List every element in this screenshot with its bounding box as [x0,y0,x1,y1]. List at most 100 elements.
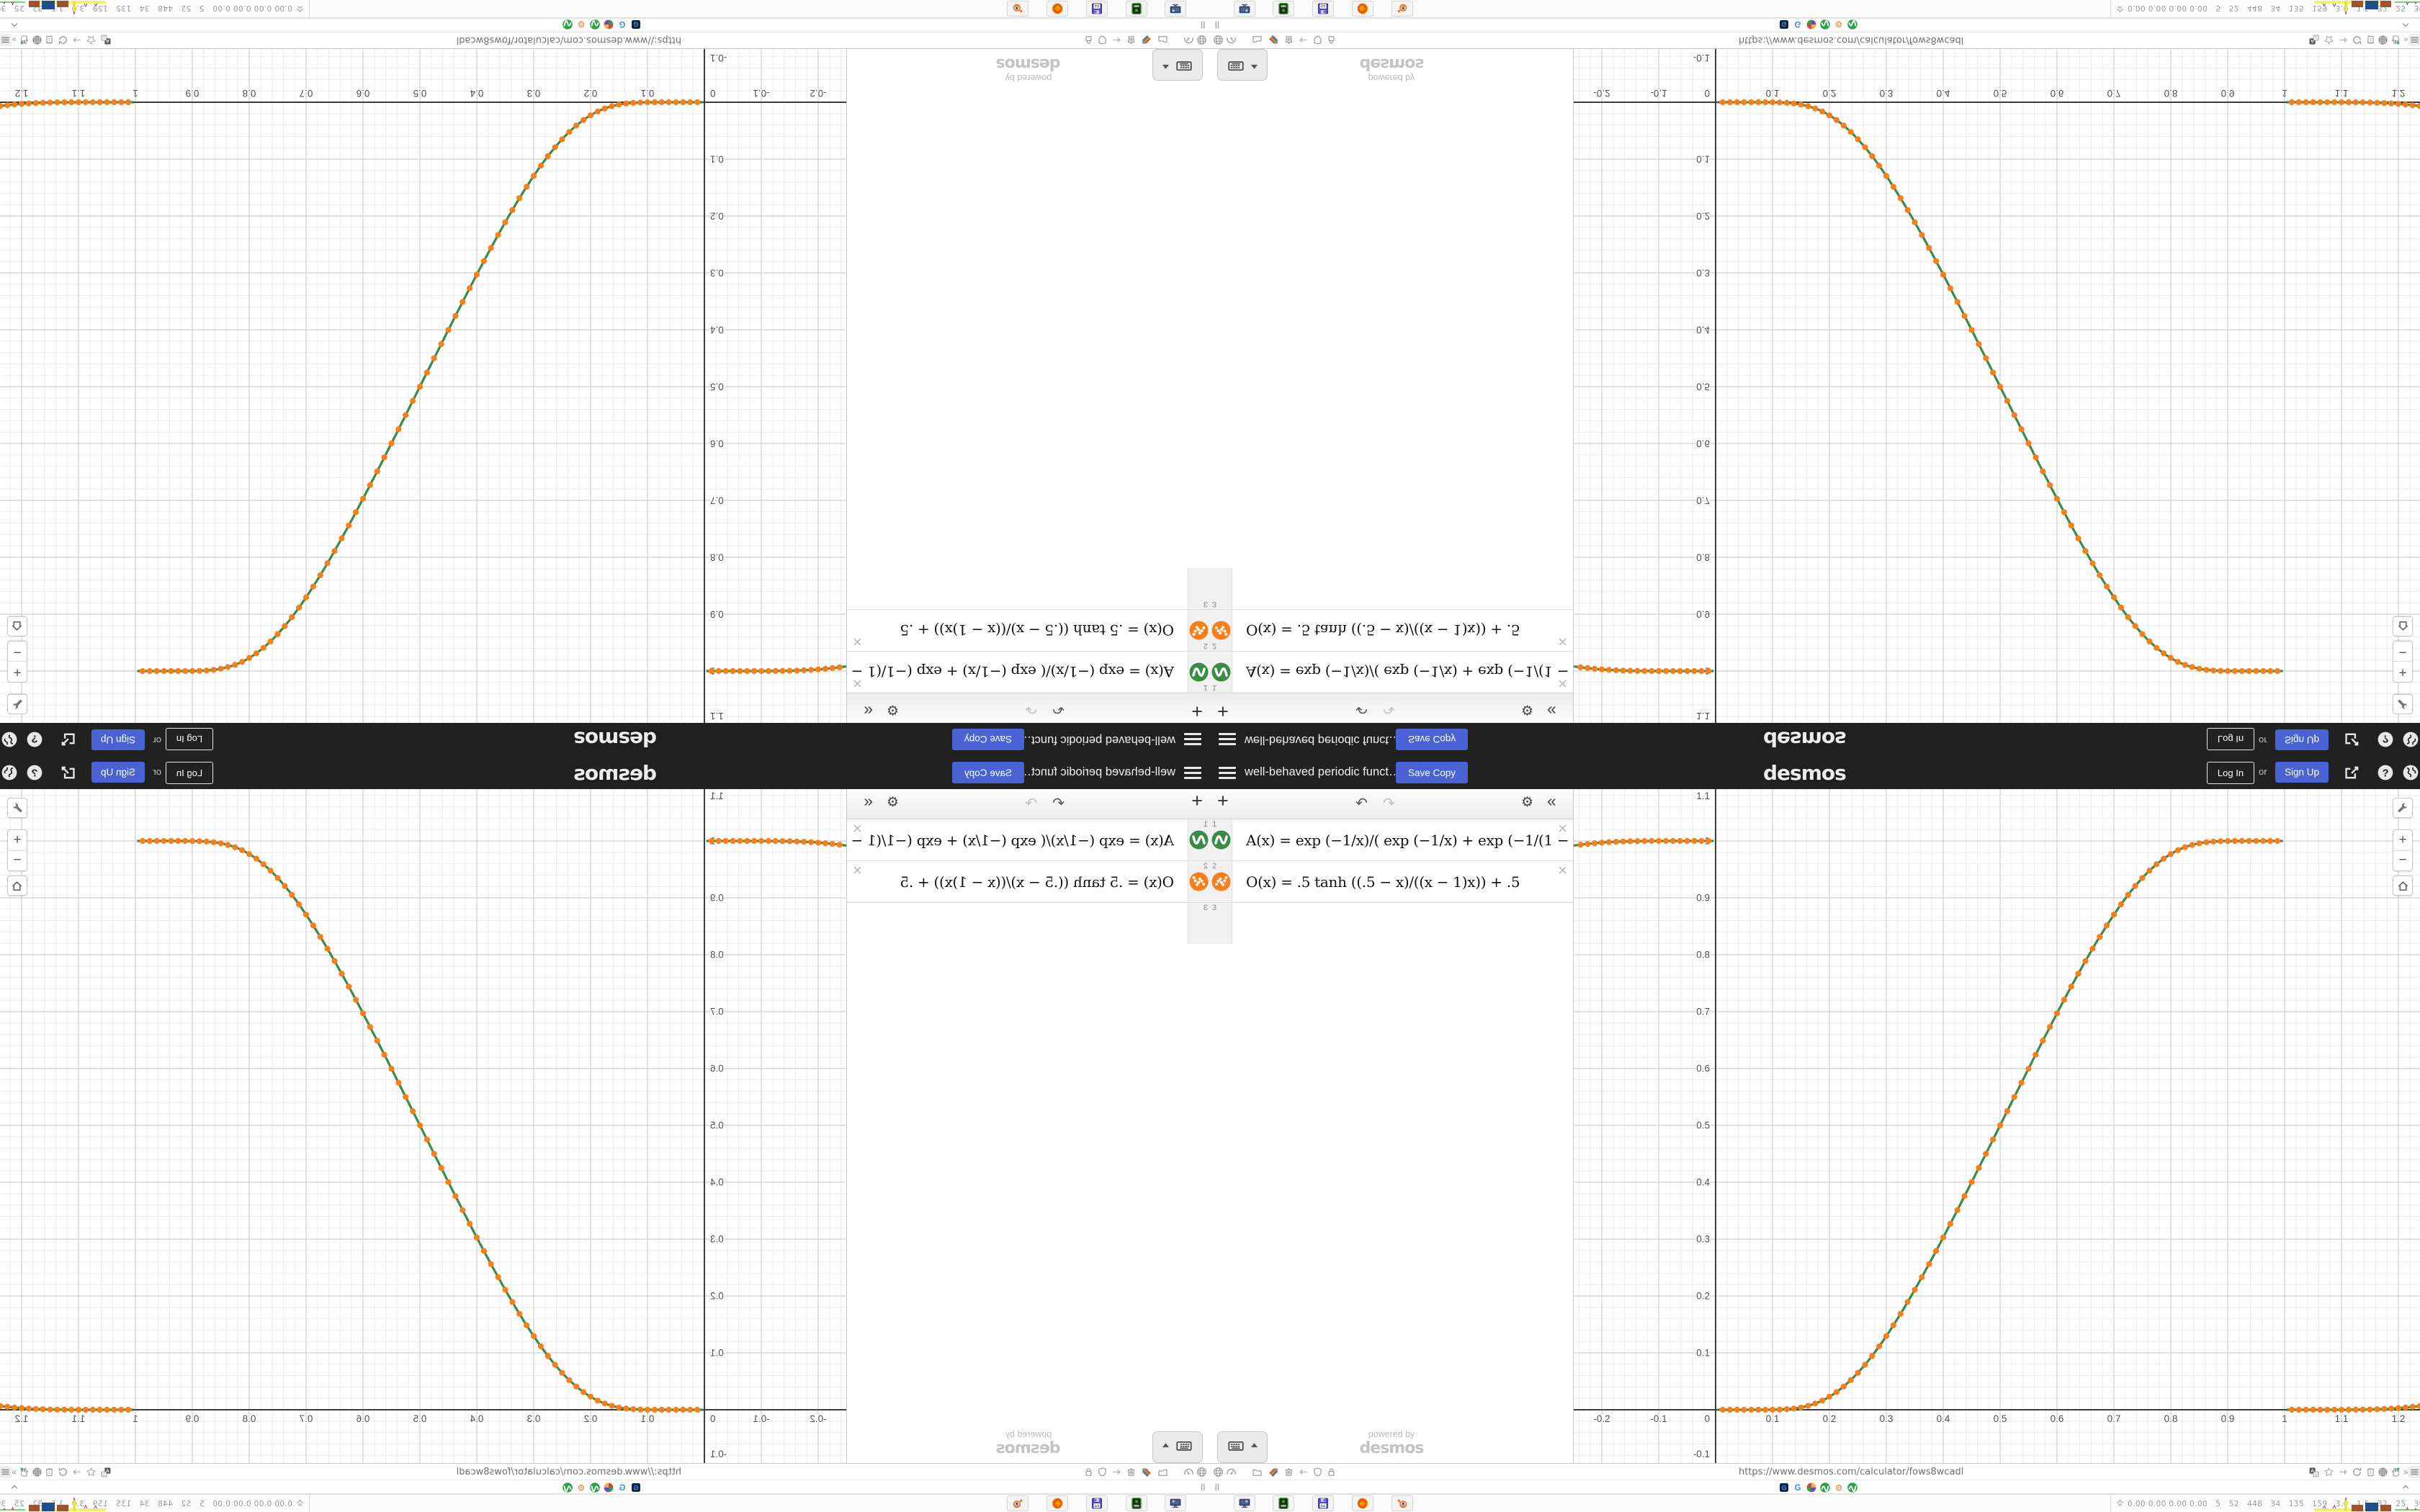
mirror-log-in-button: Log In [2207,728,2254,750]
mirror-overflow-icon: » [8,1466,20,1478]
default-viewport-home-icon[interactable] [2393,876,2413,896]
svg-text:G: G [1794,19,1801,29]
svg-text:0.8: 0.8 [710,552,724,563]
save-copy-button[interactable]: Save Copy [1396,762,1468,783]
expression-latex[interactable]: A(x) = exp (−1/x)/( exp (−1/x) + exp (−1… [1246,831,1597,849]
mirror-bookmarks-bar: G G ⚙ [0,1480,1210,1494]
mirror-folder-icon [1251,34,1263,46]
mirror-zoom-in-button: + [13,665,22,680]
site-globe-icon[interactable] [2377,1466,2389,1478]
terminal-app-button[interactable] [1273,1495,1294,1511]
svg-text:0.6: 0.6 [357,88,370,99]
mirror-chevron-up-icon [9,19,20,31]
mirror-star-icon [2323,34,2335,46]
mirror-powered-by-brand: desmos [1359,55,1424,73]
gear-favicon[interactable]: ⚙ [1833,1482,1845,1493]
mirror-graph-paper: -0.2 -0.1 0.1 0.2 0.3 0.4 0.5 0.6 0.7 0.8 0.9 1 1.1 1… [0,789,846,1463]
expression-row-2[interactable]: 2 O(x) = .5 tanh ((.5 − x)/((x − 1)x)) +… [1210,861,1573,903]
language-globe-icon[interactable] [2401,763,2420,782]
globe-icon[interactable] [1212,1466,1224,1478]
lock-icon[interactable] [1325,1466,1337,1478]
svg-text:0.2: 0.2 [1823,1413,1837,1424]
mirror-blender-app-icon [1396,2,1409,15]
collapse-panel-icon[interactable]: « [1547,791,1556,810]
svg-text:G: G [1794,1483,1801,1493]
mirror-expression-row-1: 1 A(x) = exp (−1/x)/( exp (−1/x) + exp (… [823,651,1210,693]
chevron-up-icon[interactable] [2400,1481,2411,1493]
folder-icon[interactable] [1251,1466,1263,1478]
mirror-expression-row-2: 2 O(x) = .5 tanh ((.5 − x)/((x − 1)x)) +… [1210,609,1573,651]
points-style-icon[interactable] [1211,872,1231,891]
menu-icon[interactable] [2408,1466,2420,1478]
url-text[interactable]: https://www.desmos.com/calculator/fows8w… [1739,1467,1964,1477]
svg-text:0: 0 [1704,88,1710,99]
mirror-lock-icon [1083,34,1095,46]
sign-up-button[interactable]: Sign Up [2275,762,2329,783]
svg-text:⚙: ⚙ [578,1482,586,1493]
svg-text:0.4: 0.4 [470,1413,483,1424]
forward-arrow-icon[interactable] [2337,1466,2349,1478]
desmos2-favicon[interactable] [1847,1482,1858,1493]
hand-icon[interactable] [2389,1466,2401,1478]
log-in-button[interactable]: Log In [2207,762,2254,784]
svg-text:1.1: 1.1 [2335,88,2349,99]
shield-icon[interactable] [1312,1466,1324,1478]
expression-row-1[interactable]: 1 A(x) = exp (−1/x)/( exp (−1/x) + exp (… [1210,819,1597,861]
firefox-app-button[interactable] [1352,1495,1373,1511]
mirror-floppy64-app-icon: 64 [1090,2,1103,15]
google-favicon[interactable]: G [1792,1482,1803,1493]
overflow-icon[interactable]: » [2400,1466,2412,1478]
gdark-favicon[interactable]: G [1778,1482,1790,1493]
expression-latex[interactable]: O(x) = .5 tanh ((.5 − x)/((x − 1)x)) + .… [1246,873,1520,891]
floppy64-app-button[interactable]: 64 [1312,1495,1334,1511]
mirror-expression-row-3-empty: 3 [1210,568,1573,609]
mirror-overflow-icon: » [2400,34,2412,46]
redo-icon[interactable]: ↷ [1383,796,1395,811]
sysmon-chevron-icon [2115,1498,2125,1508]
screenshot-app-button[interactable] [1234,1495,1255,1511]
zoom-out-button[interactable]: − [2398,852,2407,868]
mirror-screenshot-app-icon [1169,2,1182,15]
undo-icon[interactable]: ↶ [1355,796,1368,811]
share-icon[interactable] [2343,763,2362,782]
delete-expression-icon[interactable]: × [1558,861,1567,879]
mirror-zoom-out-button: − [13,852,22,868]
add-expression-button[interactable]: + [1217,790,1229,811]
gauge2-icon[interactable] [1238,1466,1250,1478]
help-icon[interactable]: ? [2376,763,2395,782]
star-icon[interactable] [2323,1466,2335,1478]
drag-handle-icon[interactable] [1212,1481,1222,1493]
delete-expression-icon[interactable]: × [1558,819,1567,837]
mirror-overflow-icon: » [8,34,20,46]
keyboard-toggle-button[interactable] [1217,1431,1268,1463]
svg-text:?: ? [2382,733,2388,745]
svg-text:0.4: 0.4 [710,1177,724,1188]
mirror-chevron-up-icon [2400,19,2411,31]
svg-text:0.9: 0.9 [710,893,724,904]
marker-icon[interactable] [1268,1466,1280,1478]
graph-settings-wrench-icon[interactable] [2393,798,2413,818]
container-tab-icon[interactable]: 1 [2365,1466,2377,1478]
screenshot-app-icon [1238,1497,1251,1510]
expression-row-3-empty[interactable]: 3 [1210,903,1573,944]
mirror-lock-icon [1083,1466,1095,1478]
graph-paper[interactable]: -0.2 -0.1 0.1 0.2 0.3 0.4 0.5 0.6 0.7 0.8 0.9 1 1.1 1… [1574,789,2420,1463]
desmos-logo[interactable]: desmos [1763,761,1847,785]
mirror-expression-toolbar: + ↶ ↷ ⚙ « [847,789,1210,819]
hamburger-menu-icon[interactable] [1219,764,1239,781]
zoom-in-button[interactable]: + [2398,832,2407,847]
blender-app-button[interactable] [1392,1495,1413,1511]
trash-icon[interactable] [1283,1466,1295,1478]
back-arrow-icon[interactable] [1297,1466,1309,1478]
edit-list-gear-icon[interactable]: ⚙ [1521,795,1534,810]
reload-icon[interactable] [2351,1466,2363,1478]
mirror-help-icon: ? [2376,730,2395,749]
colorwheel-favicon[interactable] [1806,1482,1817,1493]
svg-text:0.4: 0.4 [1937,1413,1950,1424]
desmos-favicon[interactable] [1819,1482,1831,1493]
graph-title[interactable]: well-behaved periodic funct… [1245,765,1401,778]
line-style-icon[interactable] [1211,830,1231,850]
graph-canvas[interactable]: -0.2 -0.1 0.1 0.2 0.3 0.4 0.5 0.6 0.7 0.8 0.9 1 1.1 1… [1574,789,2420,1463]
gauge-icon[interactable] [1225,1466,1237,1478]
